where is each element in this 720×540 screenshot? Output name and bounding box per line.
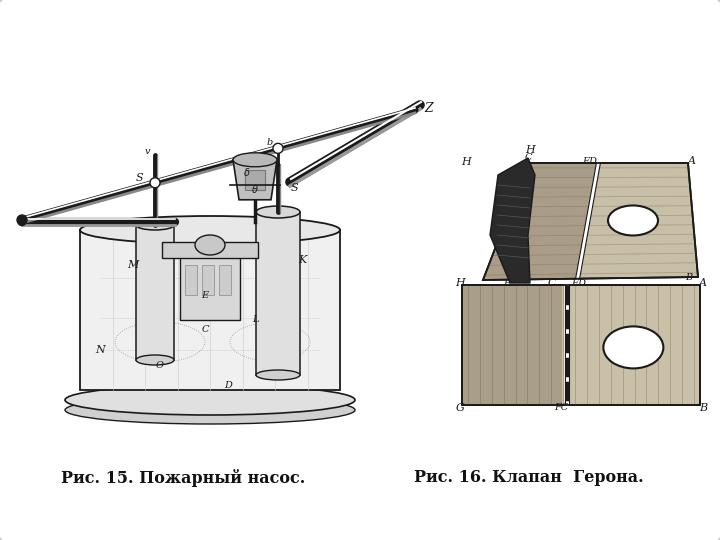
Text: B: B bbox=[685, 273, 693, 281]
Ellipse shape bbox=[256, 206, 300, 218]
Bar bbox=[256, 212, 300, 375]
Ellipse shape bbox=[233, 153, 277, 167]
Circle shape bbox=[273, 143, 283, 153]
Bar bbox=[180, 250, 240, 320]
Text: Рис. 16. Клапан  Герона.: Рис. 16. Клапан Герона. bbox=[415, 469, 644, 487]
Bar bbox=[462, 285, 700, 405]
Text: B: B bbox=[699, 403, 707, 413]
Circle shape bbox=[19, 219, 25, 226]
Ellipse shape bbox=[256, 370, 300, 380]
Text: K: K bbox=[298, 255, 306, 265]
Bar bbox=[462, 285, 700, 405]
Text: Рис. 15. Пожарный насос.: Рис. 15. Пожарный насос. bbox=[61, 469, 306, 487]
Text: A: A bbox=[688, 156, 696, 166]
Bar bbox=[162, 242, 258, 258]
Ellipse shape bbox=[65, 396, 355, 424]
Polygon shape bbox=[233, 160, 277, 200]
Ellipse shape bbox=[136, 220, 174, 230]
Circle shape bbox=[150, 178, 160, 188]
Text: ED: ED bbox=[582, 157, 598, 165]
Text: C: C bbox=[547, 278, 556, 288]
Text: A: A bbox=[699, 278, 707, 288]
Text: C: C bbox=[524, 153, 532, 163]
Text: O: O bbox=[156, 361, 164, 369]
Bar bbox=[245, 170, 265, 190]
Ellipse shape bbox=[195, 235, 225, 255]
Text: H: H bbox=[525, 145, 535, 155]
Ellipse shape bbox=[80, 216, 340, 244]
Bar bbox=[136, 225, 174, 360]
Text: H: H bbox=[455, 278, 465, 288]
Text: G: G bbox=[456, 403, 464, 413]
Bar bbox=[202, 265, 214, 295]
Bar bbox=[219, 265, 231, 295]
Bar bbox=[185, 265, 197, 295]
Text: H: H bbox=[461, 157, 471, 167]
Text: ED: ED bbox=[571, 279, 586, 287]
Text: θ: θ bbox=[252, 185, 258, 195]
Text: F: F bbox=[503, 279, 510, 287]
Polygon shape bbox=[483, 163, 698, 280]
Ellipse shape bbox=[65, 385, 355, 415]
Text: E: E bbox=[202, 291, 209, 300]
Ellipse shape bbox=[608, 206, 658, 235]
Text: δ: δ bbox=[244, 168, 250, 178]
Polygon shape bbox=[490, 158, 535, 283]
Text: v: v bbox=[144, 147, 150, 157]
Text: M: M bbox=[127, 260, 139, 270]
Ellipse shape bbox=[603, 326, 663, 368]
Bar bbox=[462, 285, 562, 405]
Text: N: N bbox=[95, 345, 105, 355]
Text: D: D bbox=[224, 381, 232, 389]
Text: S: S bbox=[290, 183, 298, 193]
Text: C: C bbox=[202, 326, 209, 334]
Bar bbox=[80, 230, 340, 390]
Text: b: b bbox=[267, 138, 273, 147]
Polygon shape bbox=[483, 163, 598, 280]
Text: Z: Z bbox=[424, 102, 433, 114]
Text: L: L bbox=[252, 315, 258, 325]
Circle shape bbox=[17, 215, 27, 225]
Ellipse shape bbox=[136, 355, 174, 365]
Text: S: S bbox=[135, 173, 143, 183]
Text: FC: FC bbox=[554, 403, 569, 413]
